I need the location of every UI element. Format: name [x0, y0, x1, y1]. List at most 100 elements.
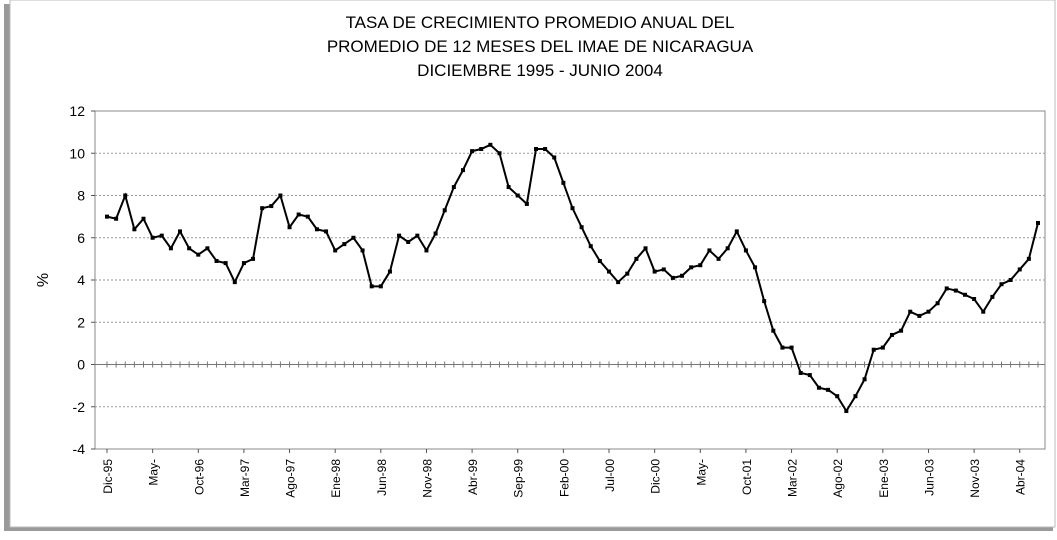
point — [625, 271, 630, 276]
x-tick-label: May- — [147, 459, 161, 486]
x-tick-label: Dic-95 — [101, 459, 115, 494]
point — [680, 273, 685, 278]
point — [753, 265, 758, 270]
point — [497, 151, 502, 156]
point — [734, 229, 739, 234]
x-tick-label: Jul-00 — [603, 459, 617, 492]
point — [296, 212, 301, 217]
point — [780, 345, 785, 350]
point — [643, 246, 648, 251]
point — [524, 201, 529, 206]
chart-title: DICIEMBRE 1995 - JUNIO 2004 — [417, 61, 663, 80]
point — [205, 246, 210, 251]
chart-title: PROMEDIO DE 12 MESES DEL IMAE DE NICARAG… — [327, 37, 754, 56]
point — [415, 233, 420, 238]
point — [1026, 256, 1031, 261]
y-axis-label: % — [35, 273, 52, 287]
point — [269, 204, 274, 209]
point — [515, 193, 520, 198]
x-tick-label: Mar-02 — [786, 459, 800, 497]
point — [351, 235, 356, 240]
x-tick-label: Abr-04 — [1014, 459, 1028, 495]
point — [387, 269, 392, 274]
point — [616, 280, 621, 285]
point — [533, 147, 538, 152]
point — [369, 284, 374, 289]
point — [241, 261, 246, 266]
point — [698, 263, 703, 268]
point — [488, 142, 493, 147]
point — [570, 206, 575, 211]
y-tick-label: 2 — [77, 314, 85, 330]
point — [1008, 278, 1013, 282]
point — [652, 269, 657, 274]
panel — [9, 0, 1056, 528]
point — [707, 248, 712, 253]
point — [470, 149, 475, 154]
point — [962, 292, 967, 297]
x-tick-label: Ene-03 — [877, 459, 891, 498]
point — [771, 328, 776, 333]
point — [926, 309, 931, 314]
point — [178, 229, 183, 234]
point — [132, 227, 137, 232]
point — [990, 294, 995, 299]
point — [561, 180, 566, 185]
point — [634, 256, 639, 261]
y-tick-label: 12 — [69, 103, 85, 119]
point — [871, 347, 876, 352]
point — [168, 246, 173, 251]
x-tick-label: Oct-96 — [192, 459, 206, 495]
point — [305, 214, 310, 219]
point — [689, 265, 694, 270]
point — [196, 252, 201, 257]
point — [451, 185, 456, 190]
point — [597, 258, 602, 263]
chart-title: TASA DE CRECIMIENTO PROMEDIO ANUAL DEL — [346, 13, 735, 32]
point — [889, 332, 894, 337]
y-tick-label: -4 — [73, 441, 86, 457]
x-tick-label: Oct-01 — [740, 459, 754, 495]
point — [716, 256, 721, 261]
point — [314, 227, 319, 232]
point — [935, 301, 940, 306]
x-tick-label: Ene-98 — [329, 459, 343, 498]
point — [972, 297, 977, 302]
y-tick-label: 4 — [77, 272, 85, 288]
point — [826, 387, 831, 392]
point — [670, 275, 675, 280]
point — [999, 282, 1004, 287]
x-tick-label: Dic-00 — [649, 459, 663, 494]
point — [908, 309, 913, 314]
point — [251, 256, 256, 261]
point — [105, 214, 109, 219]
point — [114, 216, 119, 221]
point — [1036, 220, 1040, 225]
point — [424, 248, 429, 253]
point — [944, 286, 949, 291]
point — [853, 394, 858, 399]
point — [287, 225, 292, 230]
point — [552, 155, 557, 160]
y-tick-label: 8 — [77, 188, 85, 204]
x-tick-label: Nov-98 — [420, 459, 434, 498]
point — [743, 248, 748, 253]
point — [588, 244, 593, 249]
point — [141, 216, 146, 221]
x-tick-label: Nov-03 — [968, 459, 982, 498]
point — [835, 394, 840, 399]
point — [981, 309, 986, 314]
point — [816, 385, 821, 390]
point — [159, 233, 164, 238]
point — [123, 193, 128, 198]
point — [442, 208, 447, 213]
point — [342, 242, 347, 247]
point — [223, 261, 228, 266]
point — [543, 147, 548, 152]
point — [187, 246, 192, 251]
x-tick-label: Ago-97 — [284, 459, 298, 498]
point — [397, 233, 402, 238]
point — [232, 280, 237, 285]
point — [406, 239, 411, 244]
point — [807, 373, 812, 378]
